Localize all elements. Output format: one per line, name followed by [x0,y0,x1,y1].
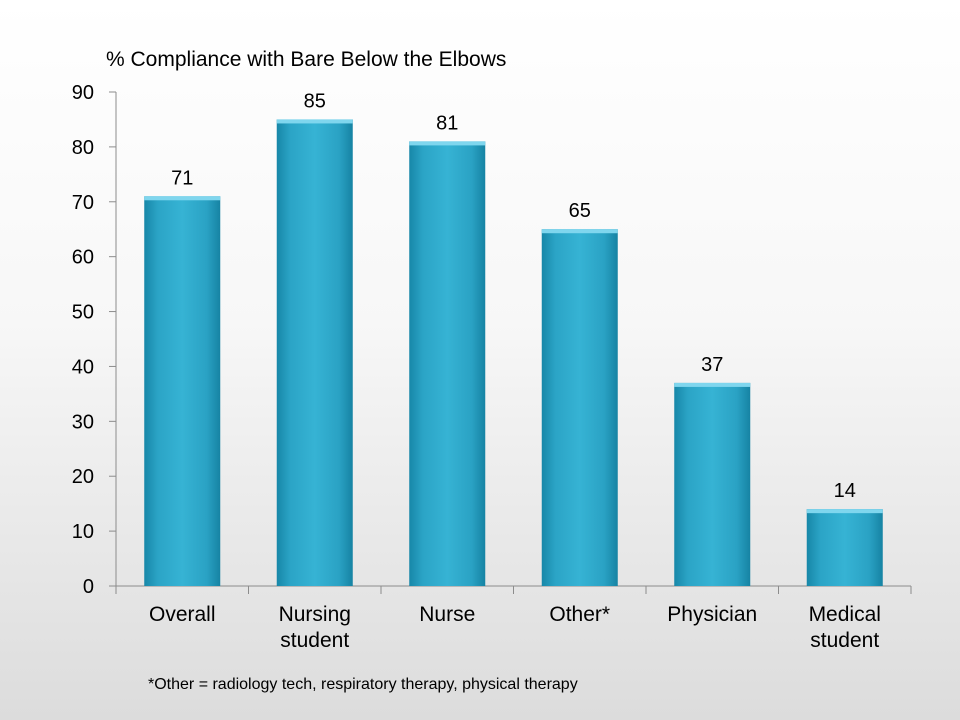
y-tick-label: 40 [72,356,94,378]
x-category-label: Other* [549,603,610,626]
bar-1 [144,196,221,587]
bar-3 [409,141,486,586]
bar-2 [276,119,353,586]
bar-body [276,119,353,586]
x-category-label: Nursing [279,603,351,626]
x-category-label: Physician [667,603,757,626]
y-tick-label: 80 [72,137,94,159]
bar-body [144,196,221,587]
x-category-label: student [280,629,349,652]
y-tick-label: 50 [72,302,94,324]
chart-title: % Compliance with Bare Below the Elbows [106,48,506,71]
labels: 71 Overall 85 Nursing student 81 Nurse 65 Other*… [149,90,881,652]
bar-5 [674,382,751,586]
bar-body [409,141,486,586]
y-tick-label: 20 [72,466,94,488]
bar-top-highlight [806,509,883,514]
y-tick-label: 0 [83,576,94,598]
y-tick-label: 10 [72,521,94,543]
y-tick-label: 90 [72,82,94,104]
x-category-label: Medical [809,603,881,626]
bar-top-highlight [276,119,353,124]
data-label: 71 [171,167,193,189]
axes: 0 10 20 30 40 50 60 70 80 90 [72,82,912,598]
bar-top-highlight [144,196,221,201]
bars [144,119,883,587]
bar-body [806,509,883,586]
x-category-label: Nurse [419,603,475,626]
bar-top-highlight [541,229,618,234]
footnote: *Other = radiology tech, respiratory the… [148,676,578,693]
y-tick-label: 30 [72,411,94,433]
bar-6 [806,509,883,586]
x-category-label: Overall [149,603,216,626]
bar-top-highlight [674,382,751,387]
bar-body [541,229,618,586]
y-tick-label: 70 [72,192,94,214]
bar-body [674,382,751,586]
data-label: 85 [304,90,326,112]
bar-4 [541,229,618,586]
data-label: 14 [834,480,856,502]
data-label: 65 [569,200,591,222]
bar-top-highlight [409,141,486,146]
x-category-label: student [810,629,879,652]
data-label: 81 [436,112,458,134]
y-tick-label: 60 [72,247,94,269]
data-label: 37 [701,354,723,376]
